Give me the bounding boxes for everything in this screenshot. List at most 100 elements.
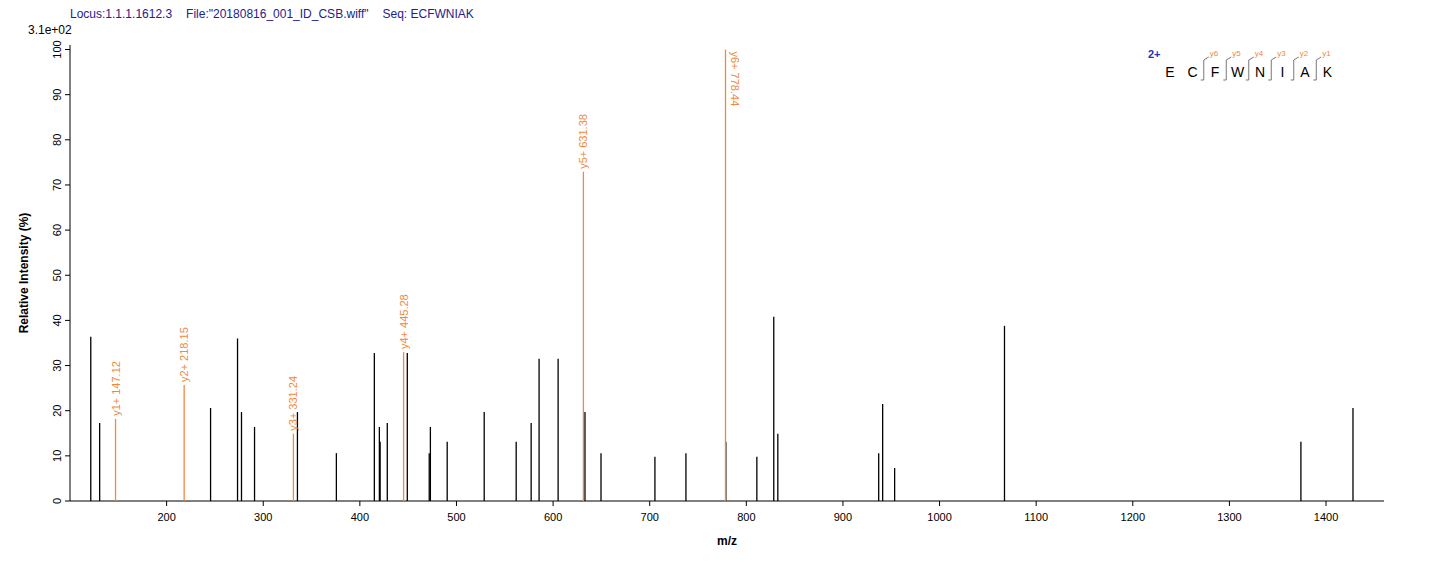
y-tick-label: 30 [51, 359, 63, 371]
title-part: File:"20180816_001_ID_CSB.wiff" [186, 7, 368, 21]
x-axis-title: m/z [717, 534, 737, 548]
fragment-bracket [1223, 57, 1231, 80]
y-tick-label: 20 [51, 405, 63, 417]
y-axis [70, 45, 71, 501]
peak [387, 423, 388, 501]
x-tick-label: 1300 [1217, 511, 1241, 523]
peak [777, 434, 778, 501]
peak [379, 427, 380, 501]
peak [538, 359, 539, 501]
chart: Locus:1.1.1.1612.3 File:"20180816_001_ID_… [0, 0, 1436, 562]
peak [1352, 408, 1353, 501]
peak [115, 419, 116, 501]
peak [1300, 442, 1301, 501]
x-tick [359, 501, 360, 506]
x-tick [166, 501, 167, 506]
peak [336, 453, 337, 501]
peak [1004, 326, 1005, 501]
x-tick [553, 501, 554, 506]
fragment-bracket [1291, 57, 1299, 80]
x-tick-label: 1100 [1024, 511, 1048, 523]
fragment-label: y4 [1255, 49, 1264, 58]
x-tick-label: 200 [157, 511, 175, 523]
y-tick-label: 70 [51, 179, 63, 191]
peak [184, 385, 185, 501]
residue: A [1300, 64, 1310, 80]
charge: 2+ [1148, 48, 1161, 60]
peak [484, 412, 485, 501]
y-tick [65, 230, 70, 231]
peak [584, 412, 585, 501]
max-intensity: 3.1e+02 [28, 23, 72, 37]
x-tick [1326, 501, 1327, 506]
y-tick [65, 275, 70, 276]
fragment-label: y5 [1232, 49, 1241, 58]
peak [725, 50, 726, 501]
x-tick [939, 501, 940, 506]
y-tick [65, 320, 70, 321]
fragment-label: y3 [1277, 49, 1286, 58]
peak [210, 408, 211, 501]
peak [878, 453, 879, 501]
peak [531, 423, 532, 501]
peak [773, 317, 774, 501]
residue: W [1231, 64, 1245, 80]
y-tick [65, 184, 70, 185]
peak [429, 453, 430, 501]
peak [894, 468, 895, 501]
peak [374, 353, 375, 501]
x-tick [456, 501, 457, 506]
peak [516, 442, 517, 501]
x-tick [842, 501, 843, 506]
x-tick [1132, 501, 1133, 506]
residue: C [1187, 64, 1197, 80]
title: Locus:1.1.1.1612.3 File:"20180816_001_ID_… [70, 7, 474, 21]
x-tick [1229, 501, 1230, 506]
peak [379, 442, 380, 501]
residue: F [1211, 64, 1220, 80]
fragment-label: y2 [1300, 49, 1309, 58]
y-tick [65, 139, 70, 140]
peak [237, 338, 238, 501]
x-tick [263, 501, 264, 506]
y-tick-label: 90 [51, 89, 63, 101]
peak [447, 442, 448, 501]
x-tick [1036, 501, 1037, 506]
y-tick-label: 0 [51, 498, 63, 504]
y-tick [65, 410, 70, 411]
fragment-label: y1 [1322, 49, 1331, 58]
x-tick-label: 1200 [1121, 511, 1145, 523]
peak [430, 427, 431, 501]
peak-labels: y1+ 147.12y2+ 218.15y3+ 331.24y4+ 445.28… [110, 52, 741, 431]
peak [407, 353, 408, 501]
x-tick [649, 501, 650, 506]
title-part: Locus:1.1.1.1612.3 [70, 7, 172, 21]
x-tick-label: 300 [254, 511, 272, 523]
x-tick-label: 1000 [927, 511, 951, 523]
y-tick-label: 60 [51, 224, 63, 236]
peak [583, 172, 584, 501]
y-tick-label: 100 [51, 40, 63, 58]
peak-label: y6+ 778.44 [728, 52, 740, 107]
peak [685, 453, 686, 501]
peak [403, 352, 404, 501]
peak [654, 457, 655, 501]
residue: I [1281, 64, 1285, 80]
peak-label: y1+ 147.12 [110, 361, 122, 416]
peak-label: y3+ 331.24 [287, 376, 299, 431]
y-tick [65, 94, 70, 95]
peak [90, 337, 91, 501]
y-axis-title: Relative Intensity (%) [17, 213, 31, 334]
y-tick [65, 455, 70, 456]
fragment-bracket [1268, 57, 1276, 80]
x-tick-label: 500 [447, 511, 465, 523]
y-tick-label: 10 [51, 450, 63, 462]
x-tick-label: 700 [641, 511, 659, 523]
peak [99, 423, 100, 501]
peak [882, 404, 883, 501]
peak [557, 359, 558, 501]
x-axis [70, 501, 1384, 502]
fragment-bracket [1246, 57, 1254, 80]
peak-label: y5+ 631.38 [577, 114, 589, 169]
peak [254, 427, 255, 501]
